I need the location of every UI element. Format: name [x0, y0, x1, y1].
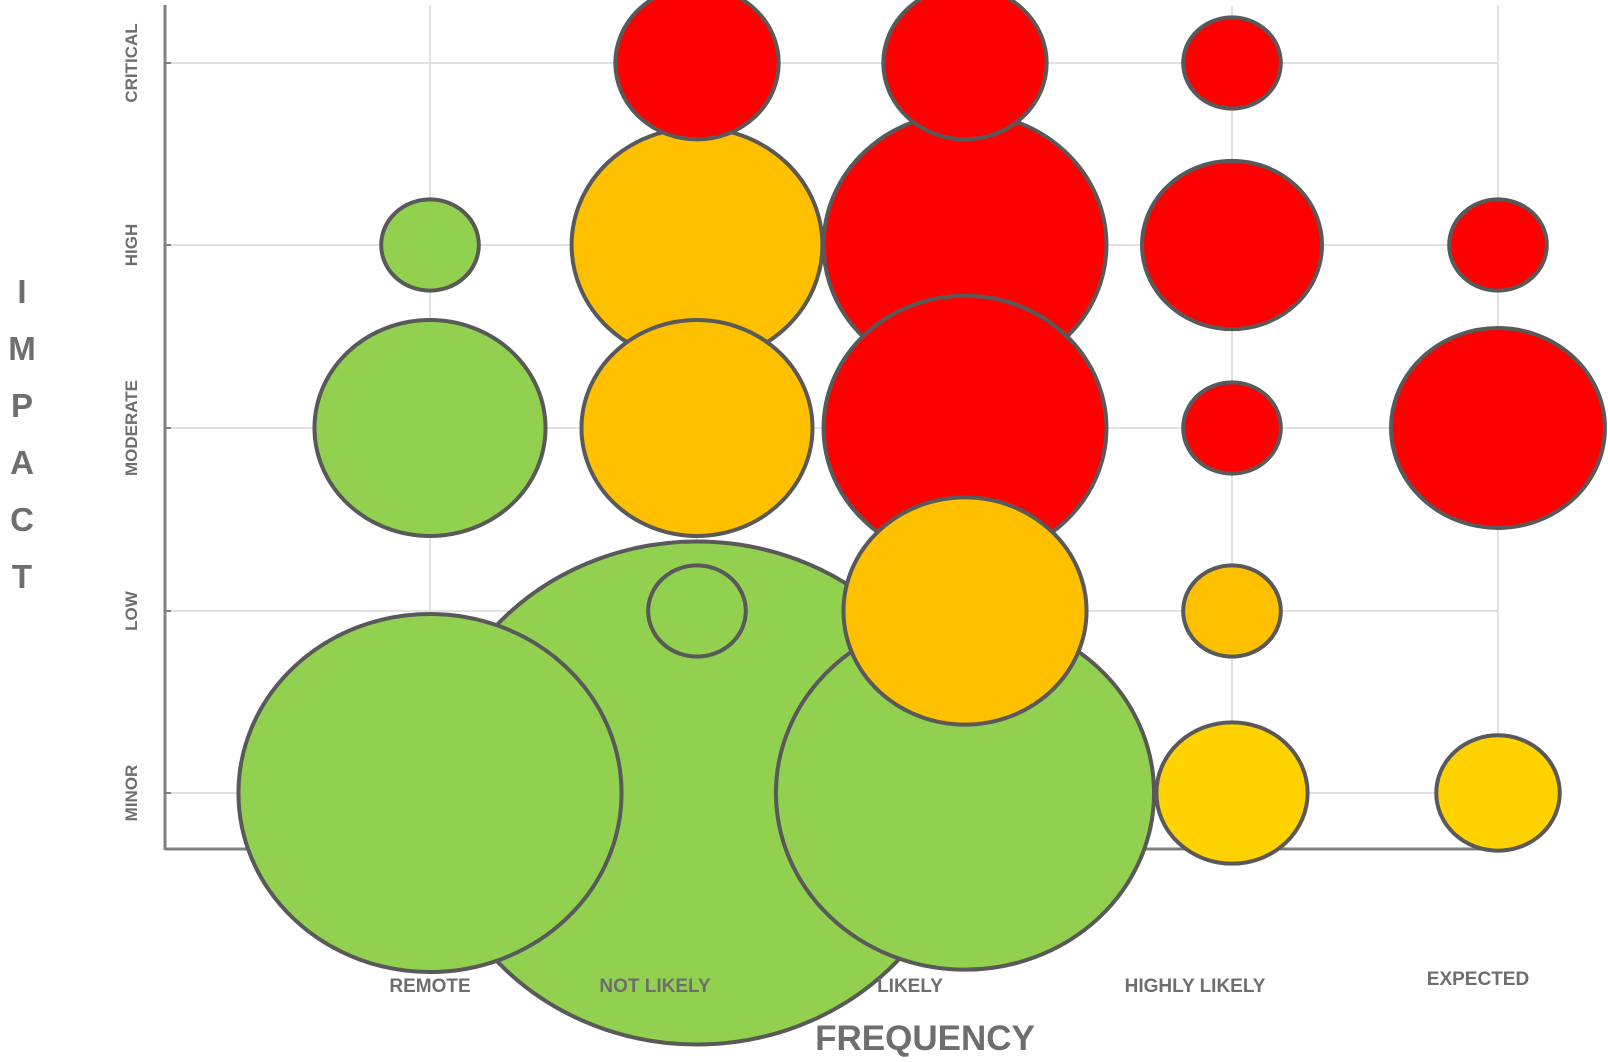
bubble-expected-moderate [1389, 326, 1607, 530]
bubble-likely-critical [881, 0, 1049, 142]
bubble-expected-high [1447, 197, 1549, 293]
bubble-not-likely-critical [613, 0, 781, 142]
bubble-highly-likely-low [1181, 563, 1283, 659]
bubble-not-likely-moderate [579, 318, 815, 538]
bubble-expected-minor [1434, 733, 1562, 853]
bubble-layer [236, 0, 1607, 1047]
x-tick-label-not-likely: NOT LIKELY [599, 976, 711, 997]
bubble-highly-likely-high [1140, 158, 1324, 332]
y-tick-label-high: HIGH [122, 224, 141, 267]
x-tick-label-highly-likely: HIGHLY LIKELY [1125, 976, 1266, 997]
label-layer: MINOR LOW MODERATE HIGH CRITICAL REMOTE NOT LI… [8, 23, 1529, 1058]
bubble-likely-low [841, 495, 1089, 727]
y-axis-title-letter: M [8, 330, 36, 367]
y-axis-title-letter: T [12, 558, 32, 595]
bubble-remote-moderate [312, 318, 548, 538]
bubble-remote-minor [236, 611, 624, 975]
y-axis-title-letter: C [10, 501, 34, 538]
bubble-not-likely-low [646, 563, 748, 659]
x-tick-label-likely: LIKELY [877, 976, 943, 997]
y-axis-title-letter: A [10, 444, 34, 481]
bubble-remote-high [379, 197, 481, 293]
x-tick-label-expected: EXPECTED [1427, 969, 1529, 990]
y-tick-label-critical: CRITICAL [122, 23, 141, 102]
y-axis-title-letter: P [11, 387, 33, 424]
y-tick-label-low: LOW [122, 590, 141, 631]
y-axis-title-letter: I [17, 273, 26, 310]
bubble-highly-likely-critical [1181, 15, 1283, 111]
x-tick-label-remote: REMOTE [389, 976, 470, 997]
bubble-highly-likely-moderate [1181, 380, 1283, 476]
y-tick-label-minor: MINOR [122, 765, 141, 822]
bubble-highly-likely-minor [1154, 720, 1310, 866]
x-axis-title: FREQUENCY [815, 1019, 1035, 1057]
y-tick-label-moderate: MODERATE [122, 380, 141, 476]
